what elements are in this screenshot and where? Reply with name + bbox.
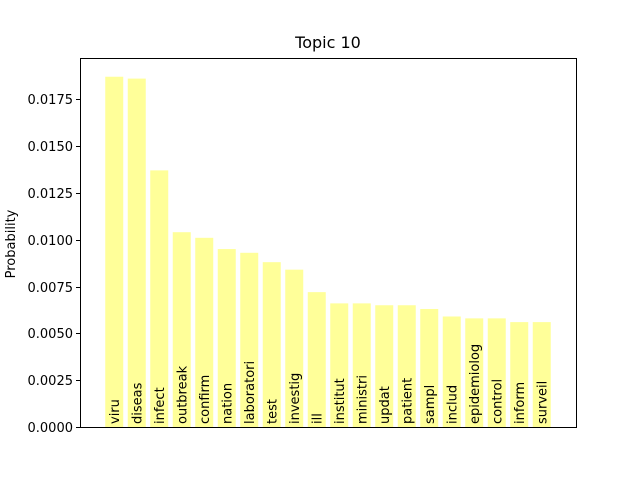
bar-label-includ: includ	[445, 385, 460, 424]
plot-frame	[80, 58, 577, 428]
bar-label-viru: viru	[108, 399, 123, 424]
bar-updat	[375, 305, 394, 427]
bar-nation	[217, 249, 236, 427]
bar-surveil	[532, 322, 551, 427]
bar-label-ill: ill	[310, 413, 325, 424]
y-tick-label: 0.0075	[28, 281, 74, 296]
y-tick-label: 0.0175	[28, 93, 74, 108]
bar-ministri	[352, 303, 371, 427]
bar-label-updat: updat	[378, 386, 393, 424]
bar-label-nation: nation	[220, 383, 235, 424]
bar-label-ministri: ministri	[355, 375, 370, 424]
bar-label-control: control	[490, 379, 505, 424]
bar-includ	[442, 316, 461, 427]
bar-outbreak	[172, 232, 191, 427]
bar-sampl	[420, 308, 439, 427]
bar-investig	[285, 269, 304, 427]
bar-label-outbreak: outbreak	[175, 365, 190, 424]
bar-label-investig: investig	[288, 373, 303, 424]
bar-confirm	[195, 237, 214, 427]
bar-label-test: test	[265, 399, 280, 424]
bar-patient	[397, 305, 416, 427]
bar-laboratori	[240, 252, 259, 427]
y-tick-label: 0.0100	[28, 234, 74, 249]
bar-label-infect: infect	[153, 387, 168, 424]
bar-inform	[510, 322, 529, 427]
y-tick-label: 0.0000	[28, 421, 74, 436]
bar-label-sampl: sampl	[423, 385, 438, 424]
bar-ill	[307, 292, 326, 427]
bar-label-patient: patient	[400, 378, 415, 424]
bar-infect	[150, 170, 169, 427]
chart-title: Topic 10	[294, 33, 361, 52]
y-tick-label: 0.0050	[28, 327, 74, 342]
y-axis: 0.0000 0.0025 0.0050 0.0075 0.0100 0.0125 0.01…	[28, 93, 80, 436]
bars-group: viru diseas infect outbreak confirm nation lab…	[105, 76, 551, 428]
bar-label-diseas: diseas	[130, 382, 145, 424]
bar-control	[487, 318, 506, 427]
bar-viru	[105, 76, 124, 428]
bar-diseas	[127, 78, 146, 427]
y-axis-label: Probability	[4, 209, 19, 278]
bar-epidemiolog	[465, 318, 484, 427]
y-tick-label: 0.0150	[28, 140, 74, 155]
y-tick-label: 0.0125	[28, 187, 74, 202]
bar-test	[262, 262, 281, 427]
bar-label-confirm: confirm	[198, 375, 213, 424]
bar-label-institut: institut	[333, 378, 348, 424]
bar-label-inform: inform	[513, 382, 528, 424]
bar-label-surveil: surveil	[535, 381, 550, 424]
bar-label-laboratori: laboratori	[243, 361, 258, 424]
bar-institut	[330, 303, 349, 427]
y-tick-label: 0.0025	[28, 374, 74, 389]
bar-label-epidemiolog: epidemiolog	[468, 344, 483, 424]
